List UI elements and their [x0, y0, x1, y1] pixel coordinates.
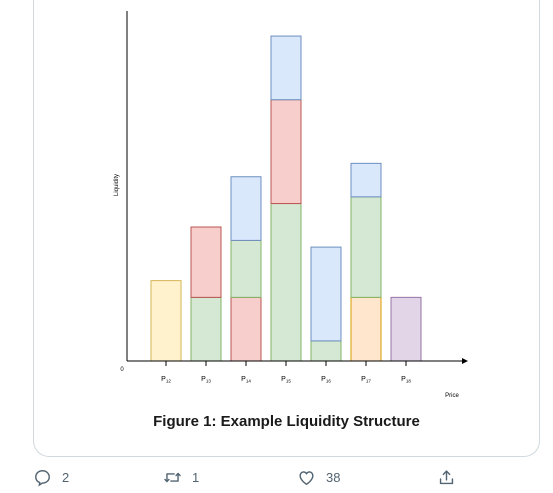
tweet-action-bar: 2 1 38	[0, 462, 553, 492]
retweet-count: 1	[192, 469, 200, 485]
x-tick-label-P16: P16	[321, 376, 331, 384]
reply-count: 2	[62, 469, 70, 485]
share-button[interactable]	[437, 462, 466, 492]
x-tick-label-P17: P17	[361, 376, 371, 384]
bar-P15-segment-1	[270, 99, 302, 205]
bar-P12-segment-0	[150, 280, 182, 362]
bar-P16-segment-0	[310, 340, 342, 362]
x-tick-label-P14: P14	[241, 376, 251, 384]
bar-P17-segment-2	[350, 162, 382, 198]
retweet-button[interactable]: 1	[163, 462, 199, 492]
heart-icon	[299, 470, 314, 485]
bar-P14-segment-0	[230, 296, 262, 362]
figure-caption: Figure 1: Example Liquidity Structure	[153, 413, 420, 430]
bar-P13-segment-1	[190, 226, 222, 298]
liquidity-chart: P12 P13 P14 P15 P16 P17 P18 Liquidity Price 0	[114, 11, 468, 399]
y-axis-label: Liquidity	[114, 174, 120, 196]
x-axis-arrow	[462, 358, 468, 364]
origin-label: 0	[120, 367, 124, 373]
x-tick-label-P13: P13	[201, 376, 211, 384]
bar-P17-segment-0	[350, 296, 382, 362]
tweet-media-card[interactable]: P12 P13 P14 P15 P16 P17 P18 Liquidity Price 0 Fig…	[33, 0, 540, 457]
bar-P15-segment-2	[270, 35, 302, 101]
bar-P18-segment-0	[390, 296, 422, 362]
bar-P17-segment-1	[350, 196, 382, 298]
bar-P14-segment-2	[230, 176, 262, 241]
x-tick-label-P12: P12	[161, 376, 171, 384]
reply-button[interactable]: 2	[33, 462, 69, 492]
like-button[interactable]: 38	[297, 462, 340, 492]
bar-P14-segment-1	[230, 239, 262, 298]
x-tick-label-P18: P18	[401, 376, 411, 384]
x-tick-label-P15: P15	[281, 376, 291, 384]
bar-P15-segment-0	[270, 203, 302, 362]
share-icon	[439, 469, 454, 484]
retweet-icon	[164, 472, 181, 482]
bar-P16-segment-1	[310, 246, 342, 342]
reply-icon	[35, 469, 50, 487]
bar-P13-segment-0	[190, 296, 222, 362]
like-count: 38	[326, 469, 341, 485]
x-axis-label: Price	[445, 393, 459, 399]
